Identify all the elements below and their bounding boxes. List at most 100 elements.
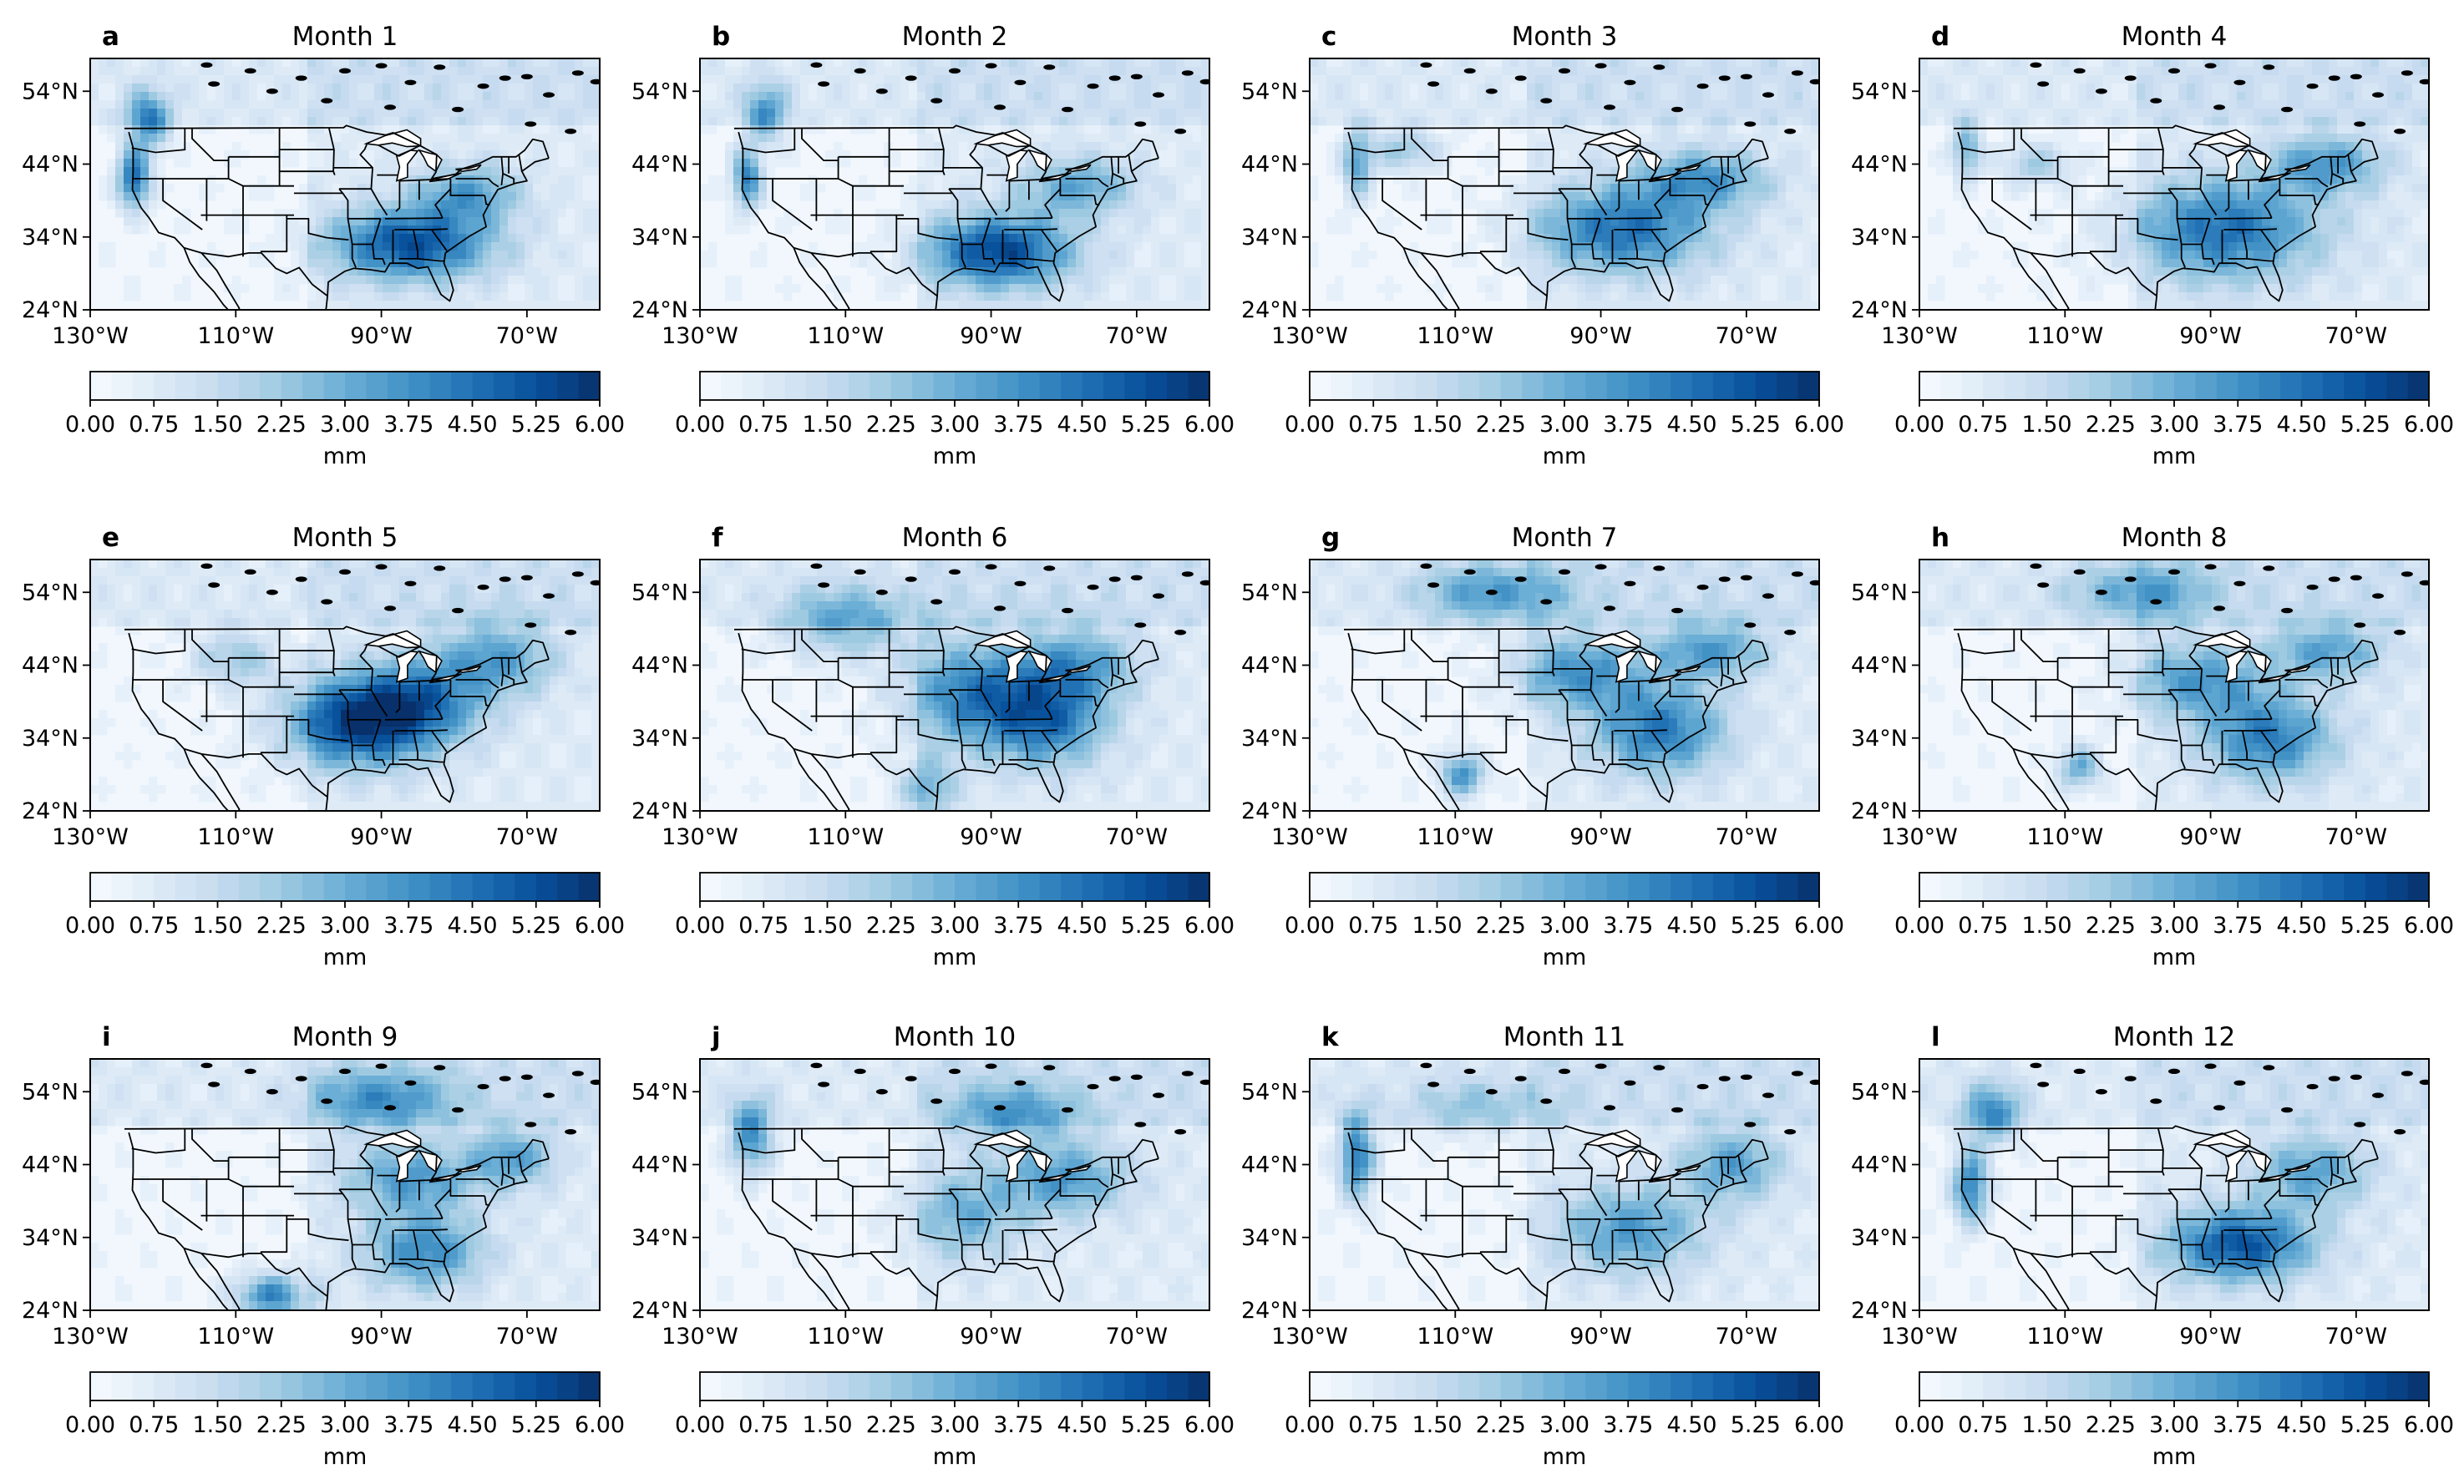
colorbar-segment [1188,372,1210,400]
lon-tick-label: 90°W [960,824,1022,850]
colorbar-segment [90,372,113,400]
colorbar-segment [2301,1372,2324,1400]
lat-tick-label: 34°N [1851,225,1908,251]
lon-tick-label: 110°W [2026,323,2103,349]
colorbar-segment [827,372,849,400]
colorbar-segment [260,372,282,400]
lat-tick-label: 24°N [631,1298,688,1324]
colorbar-segment [1606,873,1629,901]
map-frame [1919,559,2430,812]
colorbar-segment [1797,873,1820,901]
colorbar-segment [1416,372,1438,400]
colorbar-segment [1649,372,1671,400]
lon-tick-label: 130°W [662,1324,738,1350]
colorbar-segment [515,372,537,400]
colorbar-tick-label: 0.75 [1348,412,1398,438]
lon-tick-label: 130°W [1271,824,1348,850]
lat-tick-label: 34°N [1851,1225,1908,1251]
colorbar-tick-label: 6.00 [575,913,625,939]
colorbar-segment [1797,372,1820,400]
colorbar-tick-label: 4.50 [447,913,497,939]
colorbar-segment [472,372,494,400]
colorbar-segment [1734,1372,1757,1400]
colorbar-segment [1691,1372,1714,1400]
lat-tick-label: 54°N [1241,79,1298,104]
colorbar-segment [323,873,346,901]
precipitation-field [1310,58,1819,310]
colorbar-tick-label: 1.50 [1412,913,1462,939]
colorbar-segment [387,1372,409,1400]
lat-tick-label: 34°N [631,726,688,752]
colorbar-segment [912,873,935,901]
colorbar-segment [2386,873,2409,901]
colorbar-segment [2046,372,2069,400]
lat-tick-label: 44°N [631,653,688,679]
lon-tick-label: 70°W [2325,323,2388,349]
colorbar-segment [472,873,494,901]
lon-tick-label: 130°W [1271,1324,1348,1350]
panel-title: Month 2 [902,22,1008,52]
colorbar-segment [429,372,452,400]
colorbar-segment [281,372,303,400]
colorbar-tick-label: 0.00 [1894,1412,1944,1438]
colorbar-segment [387,873,409,901]
lat-tick-label: 44°N [1851,152,1908,178]
colorbar-segment [1940,372,1963,400]
colorbar-segment [451,372,474,400]
map-panel: b Month 2 130°W 110°W 90°W 70°W 24°N 34°N 44°N 54… [631,22,1235,469]
colorbar-segment [1373,372,1396,400]
colorbar-segment [2004,372,2026,400]
colorbar-segment [1082,1372,1104,1400]
colorbar-segment [323,372,346,400]
colorbar-tick-label: 6.00 [575,1412,625,1438]
colorbar-unit-label: mm [2152,1444,2197,1470]
colorbar-segment [217,1372,240,1400]
colorbar-tick-label: 3.75 [383,913,433,939]
lat-tick-label: 54°N [631,1079,688,1105]
colorbar-segment [2046,1372,2069,1400]
panel-title: Month 9 [292,1022,398,1052]
colorbar-segment [721,1372,743,1400]
colorbar-segment [1734,873,1757,901]
colorbar-segment [912,372,935,400]
colorbar-segment [217,873,240,901]
colorbar: 0.00 0.75 1.50 2.25 3.00 3.75 4.50 5.25 6.00 mm [1285,872,1844,970]
colorbar-tick-label: 5.25 [2340,1412,2390,1438]
panel-title: Month 3 [1512,22,1618,52]
map-frame [699,1058,1210,1311]
colorbar-unit-label: mm [323,443,368,469]
colorbar-segment [763,372,786,400]
colorbar-segment [976,1372,998,1400]
lat-tick-label: 34°N [631,1225,688,1251]
colorbar-segment [1543,1372,1565,1400]
colorbar-segment [1167,873,1189,901]
map-frame [1309,1058,1820,1311]
colorbar-segment [1691,873,1714,901]
colorbar-segment [1458,873,1480,901]
colorbar-tick-label: 1.50 [192,412,242,438]
colorbar-segment [1777,873,1799,901]
colorbar-segment [848,1372,870,1400]
colorbar-tick-label: 3.75 [1603,1412,1653,1438]
colorbar-segment [578,372,601,400]
colorbar-segment [1564,873,1587,901]
colorbar-segment [742,873,764,901]
lat-tick-label: 54°N [631,580,688,605]
colorbar-tick-label: 6.00 [1184,913,1235,939]
colorbar-tick-label: 3.00 [320,412,370,438]
colorbar-segment [1061,1372,1083,1400]
colorbar-unit-label: mm [1543,443,1587,469]
colorbar-unit-label: mm [1543,1444,1587,1470]
colorbar-segment [1479,873,1502,901]
colorbar-tick-label: 0.75 [129,1412,179,1438]
colorbar-segment [1018,873,1041,901]
colorbar-segment [1691,372,1714,400]
colorbar-tick-label: 5.25 [1121,1412,1171,1438]
panel-title: Month 11 [1503,1022,1625,1052]
colorbar-tick-label: 3.75 [1603,913,1653,939]
colorbar-segment [1394,372,1417,400]
colorbar-segment [493,873,515,901]
panel-letter: i [102,1022,111,1052]
lat-tick-label: 44°N [631,152,688,178]
colorbar-segment [1437,372,1459,400]
